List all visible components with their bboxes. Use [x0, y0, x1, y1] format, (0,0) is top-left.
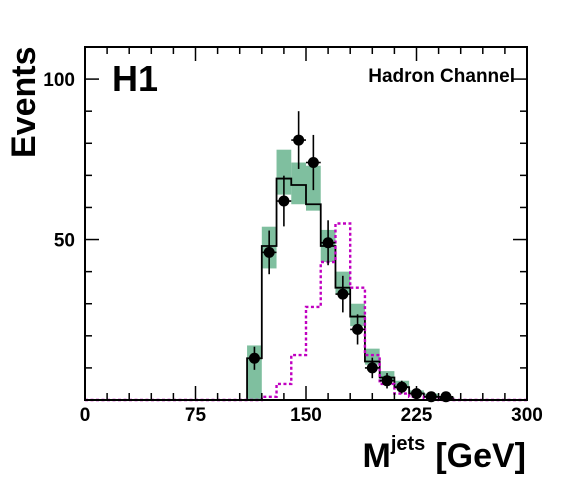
x-axis-label-main: M [363, 437, 391, 475]
x-tick-label: 300 [511, 405, 543, 426]
step-lines [85, 177, 527, 402]
axis-ticks [84, 46, 528, 401]
point-marker [322, 237, 334, 249]
data-point [306, 134, 321, 191]
point-marker [248, 352, 260, 364]
data-point [276, 175, 292, 227]
point-marker [278, 195, 290, 207]
data-point [379, 373, 395, 389]
data-point [364, 357, 380, 379]
x-axis-label: Mjets [GeV] [363, 433, 526, 475]
data-point [350, 314, 365, 345]
data-point [261, 230, 277, 275]
point-marker [352, 323, 364, 335]
x-axis-label-superscript: jets [390, 433, 425, 455]
point-marker [293, 134, 305, 146]
point-marker [263, 246, 275, 258]
point-marker [307, 157, 319, 169]
x-axis-label-unit: [GeV] [435, 437, 526, 475]
y-axis-label: Events [5, 47, 43, 159]
point-marker [366, 362, 378, 374]
y-tick-label: 100 [43, 70, 75, 91]
x-tick-labels: 0 75 150 225 300 [80, 405, 543, 426]
data-point [335, 275, 351, 313]
x-tick-label: 225 [401, 405, 433, 426]
plot-frame [84, 46, 528, 401]
solid-step-line [85, 177, 527, 401]
y-tick-labels: 50 100 [43, 70, 75, 251]
band-bin [291, 162, 306, 205]
data-point [247, 346, 262, 370]
data-points [247, 111, 454, 403]
x-tick-label: 0 [80, 405, 91, 426]
band-bin [276, 149, 292, 195]
y-tick-label: 50 [54, 231, 75, 252]
point-marker [381, 375, 393, 387]
point-marker [337, 288, 349, 300]
experiment-label: H1 [112, 58, 158, 99]
point-marker [396, 381, 408, 393]
data-point [291, 111, 306, 169]
x-tick-label: 150 [290, 405, 322, 426]
data-point [320, 220, 336, 266]
chart-title: Hadron Channel [368, 66, 515, 87]
uncertainty-band [247, 149, 454, 400]
dotted-step-line [85, 222, 527, 402]
data-point [394, 380, 410, 394]
x-tick-label: 75 [185, 405, 207, 426]
